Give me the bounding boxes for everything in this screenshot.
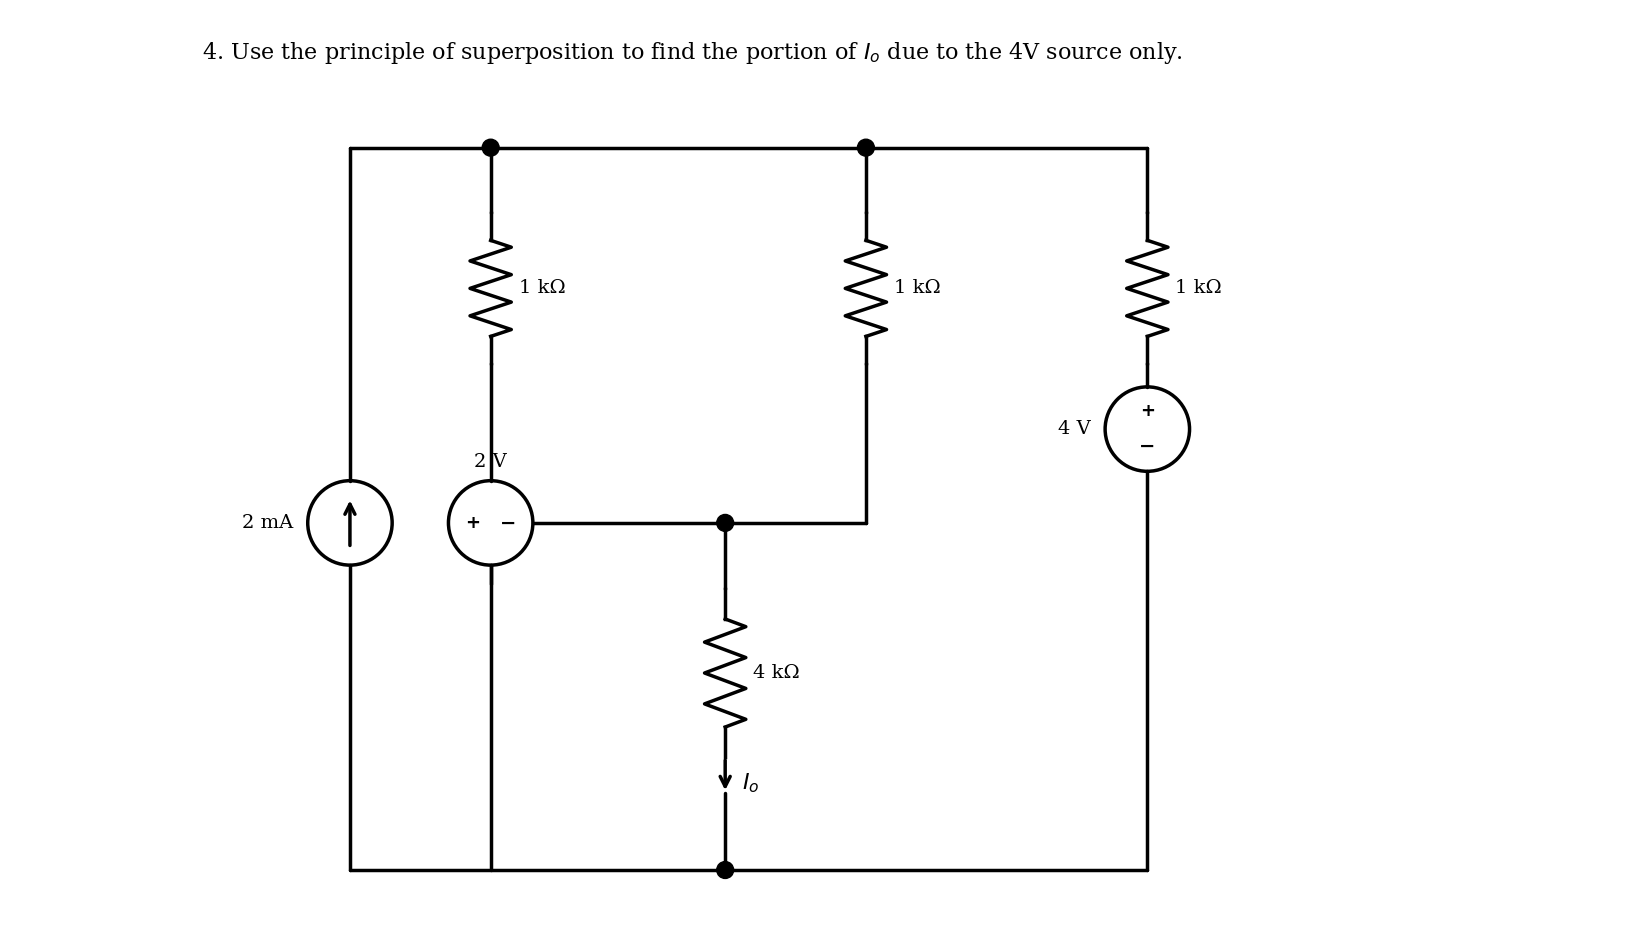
Circle shape xyxy=(717,514,734,531)
Circle shape xyxy=(857,139,875,156)
Text: −: − xyxy=(500,513,516,532)
Text: 2 mA: 2 mA xyxy=(242,514,293,532)
Text: 1 kΩ: 1 kΩ xyxy=(1176,279,1222,297)
Circle shape xyxy=(482,139,500,156)
Text: 4 kΩ: 4 kΩ xyxy=(753,664,799,682)
Text: 4. Use the principle of superposition to find the portion of $I_o$ due to the 4V: 4. Use the principle of superposition to… xyxy=(201,40,1183,66)
Text: +: + xyxy=(1140,403,1155,421)
Text: $I_o$: $I_o$ xyxy=(742,771,760,795)
Text: 1 kΩ: 1 kΩ xyxy=(519,279,565,297)
Text: 2 V: 2 V xyxy=(475,453,508,471)
Circle shape xyxy=(717,862,734,879)
Text: −: − xyxy=(1138,437,1155,456)
Text: 1 kΩ: 1 kΩ xyxy=(894,279,940,297)
Text: 4 V: 4 V xyxy=(1058,420,1091,438)
Text: +: + xyxy=(465,514,480,532)
